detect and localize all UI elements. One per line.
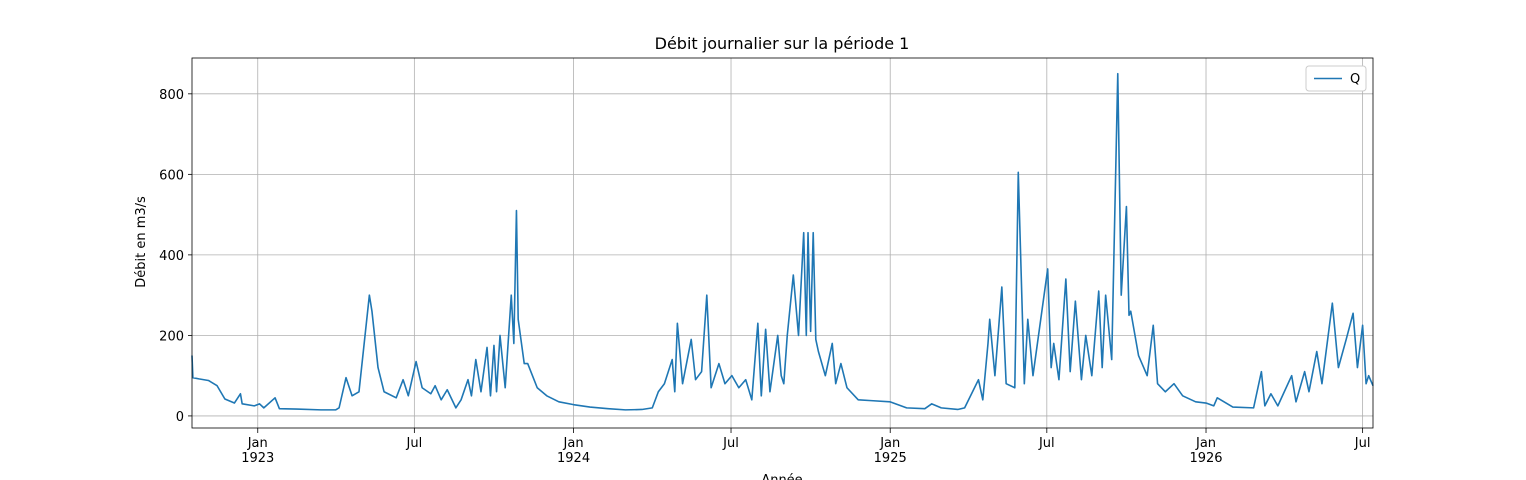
y-axis-label: Débit en m3/s <box>134 196 149 288</box>
x-tick-label: Jul <box>1354 436 1371 451</box>
chart-title: Débit journalier sur la période 1 <box>655 34 910 53</box>
y-tick-label: 600 <box>159 168 184 183</box>
x-tick-label: Jul <box>722 436 739 451</box>
x-tick-label: Jul <box>1038 436 1055 451</box>
y-tick-label: 200 <box>159 329 184 344</box>
x-tick-label: Jan 1924 <box>557 436 590 466</box>
x-tick-label: Jan 1923 <box>241 436 274 466</box>
x-tick-label: Jan 1926 <box>1189 436 1222 466</box>
legend-label: Q <box>1350 72 1360 87</box>
x-tick-label: Jul <box>406 436 423 451</box>
plot-frame <box>191 57 1374 429</box>
y-tick-label: 0 <box>176 410 184 425</box>
x-axis-label: Année <box>761 473 802 480</box>
y-tick-label: 400 <box>159 249 184 264</box>
y-tick-label: 800 <box>159 88 184 103</box>
data-line <box>191 72 1374 411</box>
x-tick-label: Jan 1925 <box>874 436 907 466</box>
